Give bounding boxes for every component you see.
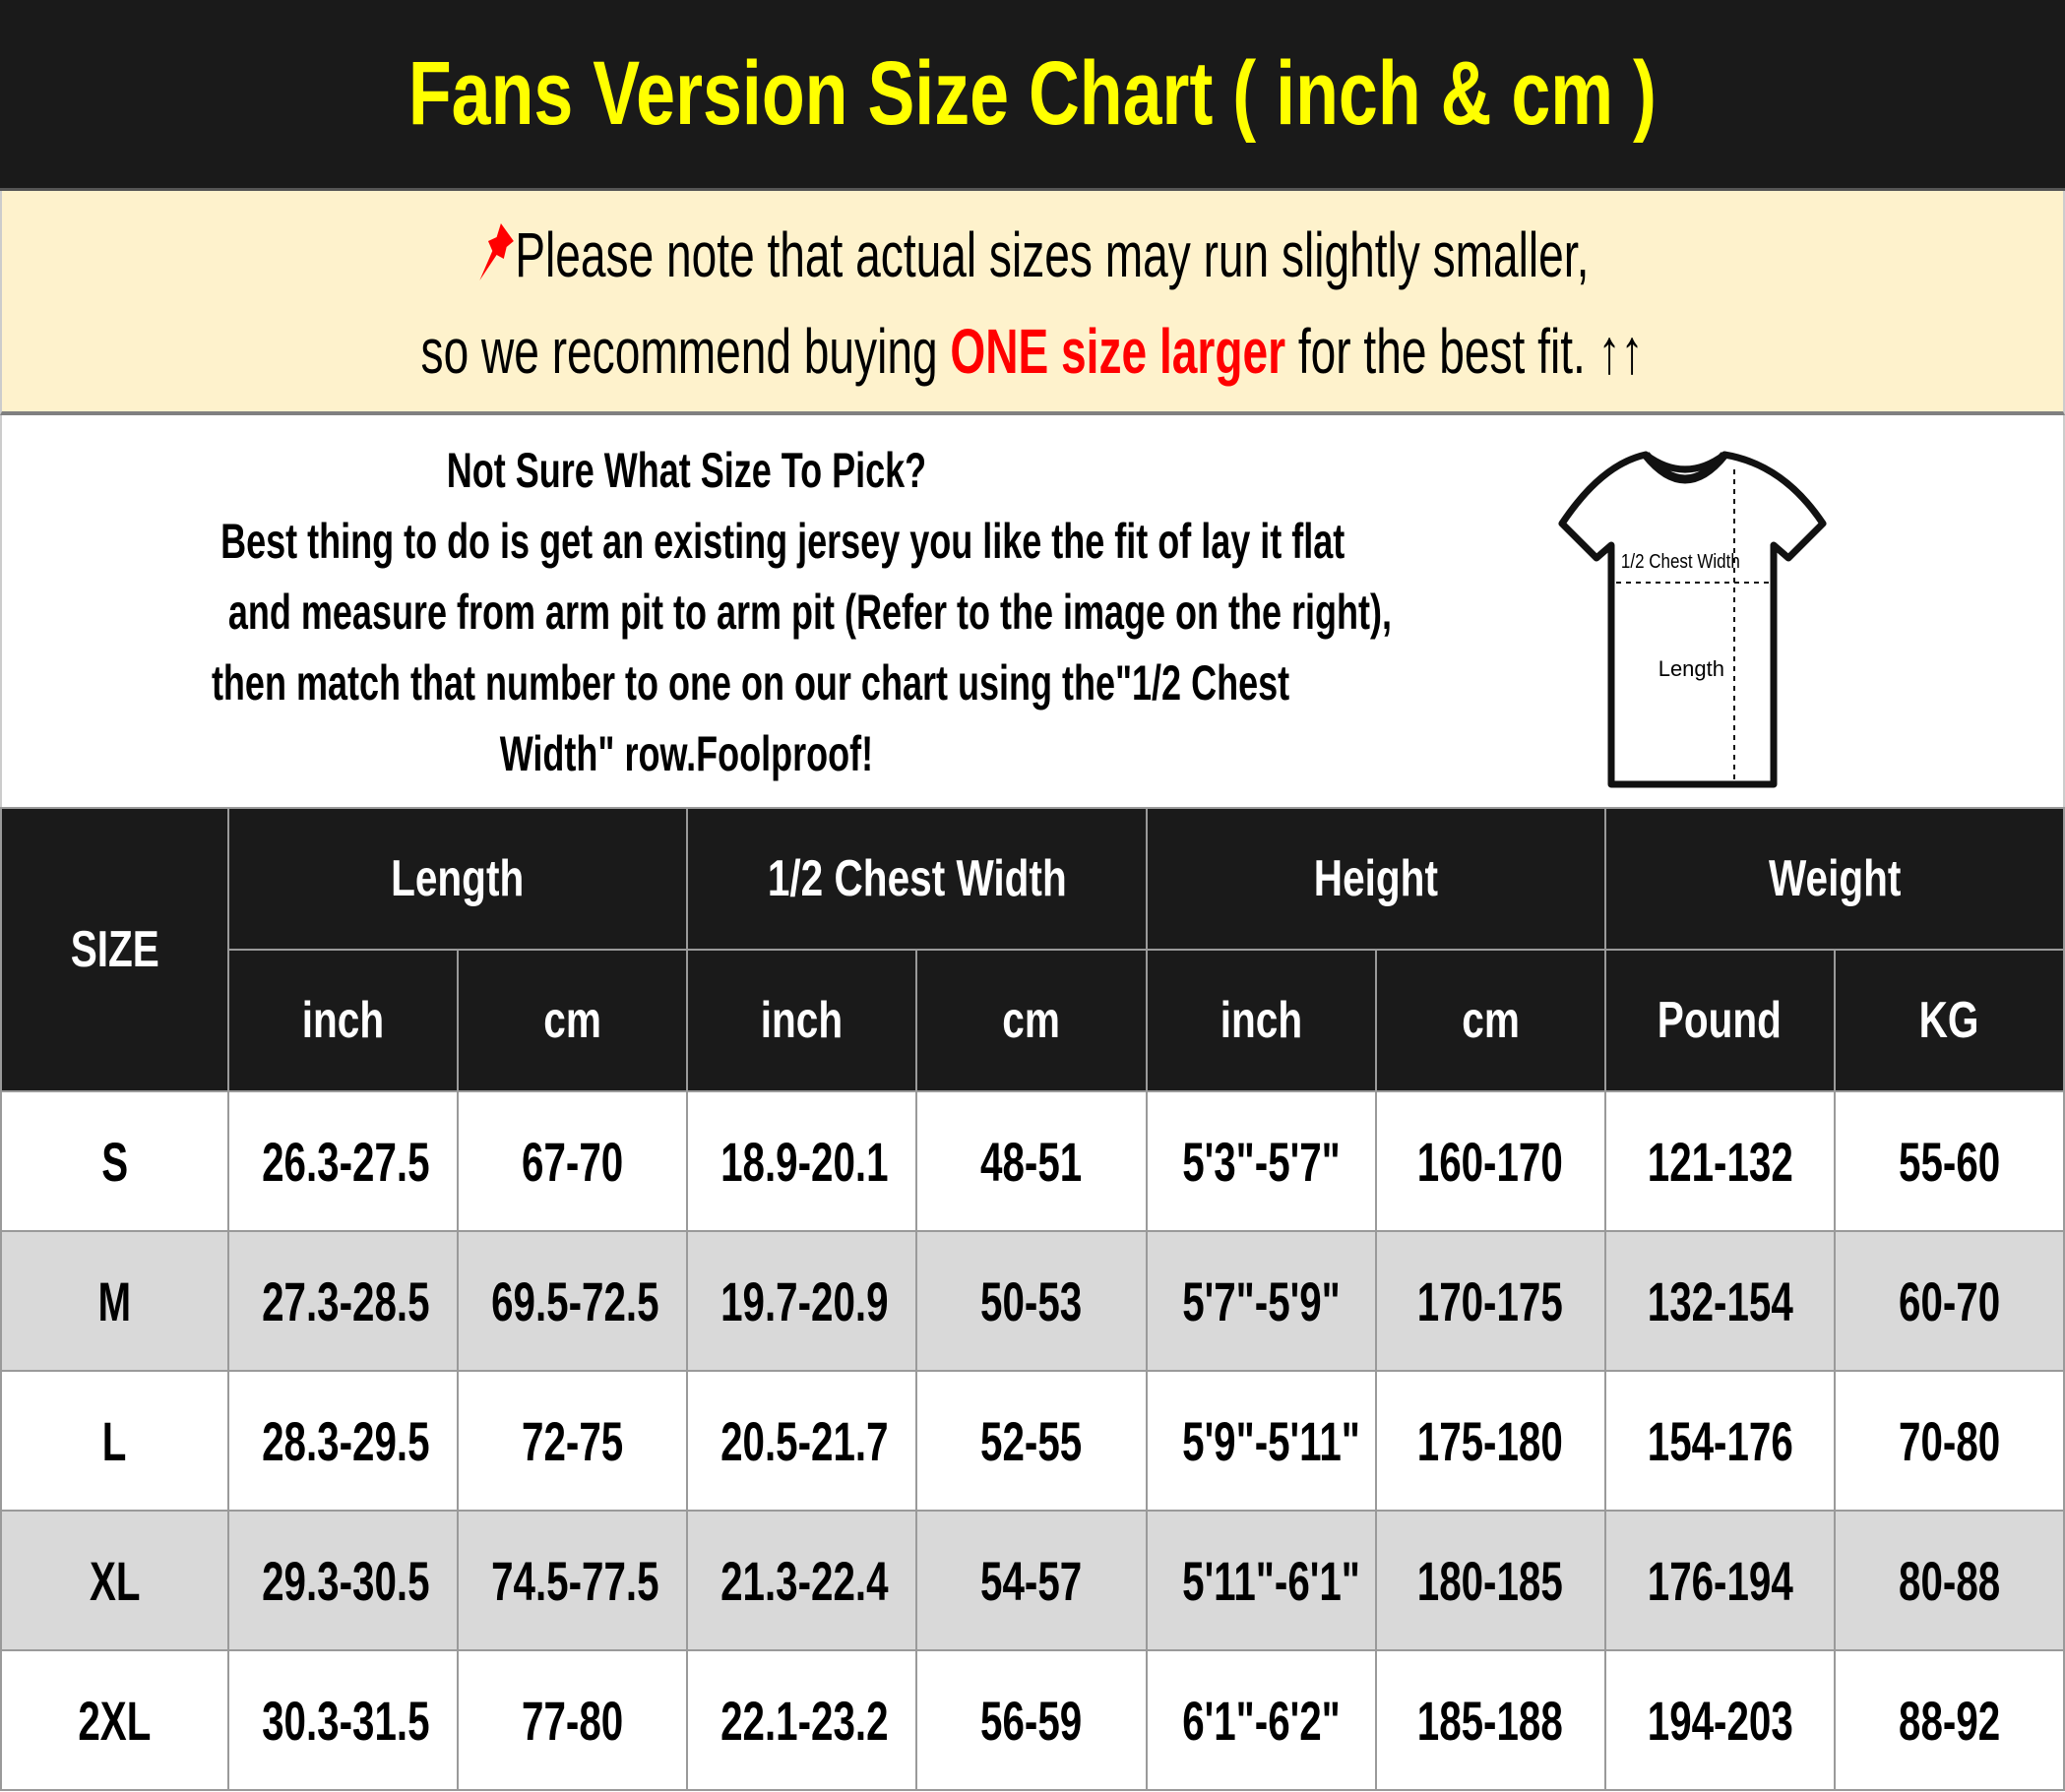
table-cell: 176-194 [1603, 1510, 1836, 1651]
notice-highlight: ONE size larger [950, 316, 1286, 387]
notice-text-1: Please note that actual sizes may run sl… [515, 219, 1590, 290]
guide-heading: Not Sure What Size To Pick? [446, 443, 926, 498]
table-cell: 69.5-72.5 [457, 1230, 689, 1372]
title-bar: Fans Version Size Chart ( inch & cm ) [0, 0, 2065, 191]
table-row: S 26.3-27.5 67-70 18.9-20.1 48-51 5'3"-5'7" 16… [0, 1090, 2065, 1232]
size-header: SIZE [0, 807, 229, 1092]
table-cell: 56-59 [915, 1649, 1148, 1791]
size-table: SIZE Length 1/2 Chest Width Height Weigh… [0, 807, 2065, 1791]
table-cell: 20.5-21.7 [686, 1370, 918, 1512]
guide-line: Width" row.Foolproof! [499, 726, 873, 781]
length-label: Length [1658, 656, 1724, 681]
table-cell: 18.9-20.1 [686, 1090, 918, 1232]
table-cell: 22.1-23.2 [686, 1649, 918, 1791]
table-cell: 55-60 [1833, 1090, 2065, 1232]
table-cell: 5'3"-5'7" [1145, 1090, 1377, 1232]
table-cell: 26.3-27.5 [226, 1090, 460, 1232]
guide-line: Best thing to do is get an existing jers… [220, 514, 1345, 569]
unit-header: cm [1374, 949, 1606, 1092]
pushpin-icon [479, 223, 515, 280]
table-cell: 50-53 [915, 1230, 1148, 1372]
table-cell: 70-80 [1833, 1370, 2065, 1512]
table-cell: 74.5-77.5 [457, 1510, 689, 1651]
table-cell: 27.3-28.5 [226, 1230, 460, 1372]
page-title: Fans Version Size Chart ( inch & cm ) [407, 43, 1658, 144]
table-row: 2XL 30.3-31.5 77-80 22.1-23.2 56-59 6'1"-6'2"… [0, 1649, 2065, 1791]
table-cell: 6'1"-6'2" [1145, 1649, 1377, 1791]
table-cell: 80-88 [1833, 1510, 2065, 1651]
size-guide-text: Not Sure What Size To Pick? Best thing t… [2, 435, 1392, 789]
tshirt-diagram: 1/2 Chest Width Length [1558, 451, 1827, 788]
group-header: Length [226, 807, 689, 951]
group-header: Height [1145, 807, 1606, 951]
table-cell: 77-80 [457, 1649, 689, 1791]
unit-header: cm [457, 949, 689, 1092]
unit-header: KG [1833, 949, 2065, 1092]
table-cell: 30.3-31.5 [226, 1649, 460, 1791]
table-cell: 60-70 [1833, 1230, 2065, 1372]
size-cell: L [0, 1370, 229, 1512]
table-cell: 19.7-20.9 [686, 1230, 918, 1372]
table-row: M 27.3-28.5 69.5-72.5 19.7-20.9 50-53 5'7"-5'… [0, 1230, 2065, 1372]
size-guide-section: Not Sure What Size To Pick? Best thing t… [0, 415, 2065, 807]
size-cell: XL [0, 1510, 229, 1651]
table-cell: 21.3-22.4 [686, 1510, 918, 1651]
table-cell: 29.3-30.5 [226, 1510, 460, 1651]
unit-header: inch [1145, 949, 1377, 1092]
notice-banner: Please note that actual sizes may run sl… [0, 191, 2065, 415]
size-cell: M [0, 1230, 229, 1372]
table-cell: 175-180 [1374, 1370, 1606, 1512]
notice-text-2a: so we recommend buying [420, 316, 951, 387]
table-cell: 5'9"-5'11" [1145, 1370, 1377, 1512]
table-cell: 5'7"-5'9" [1145, 1230, 1377, 1372]
unit-header: cm [915, 949, 1148, 1092]
table-cell: 72-75 [457, 1370, 689, 1512]
table-row: XL 29.3-30.5 74.5-77.5 21.3-22.4 54-57 5'11"-… [0, 1510, 2065, 1651]
size-cell: S [0, 1090, 229, 1232]
chest-width-label: 1/2 Chest Width [1621, 550, 1740, 573]
unit-header: Pound [1603, 949, 1836, 1092]
table-cell: 185-188 [1374, 1649, 1606, 1791]
table-cell: 132-154 [1603, 1230, 1836, 1372]
notice-line-2: so we recommend buying ONE size larger f… [2, 315, 2063, 388]
group-header: 1/2 Chest Width [686, 807, 1148, 951]
table-cell: 5'11"-6'1" [1145, 1510, 1377, 1651]
table-cell: 67-70 [457, 1090, 689, 1232]
notice-text-2b: for the best fit. ↑↑ [1285, 316, 1645, 387]
guide-line: and measure from arm pit to arm pit (Ref… [227, 585, 1393, 640]
group-header: Weight [1603, 807, 2065, 951]
guide-line: then match that number to one on our cha… [211, 655, 1290, 711]
table-cell: 121-132 [1603, 1090, 1836, 1232]
table-cell: 48-51 [915, 1090, 1148, 1232]
table-cell: 170-175 [1374, 1230, 1606, 1372]
table-cell: 54-57 [915, 1510, 1148, 1651]
unit-header: inch [226, 949, 460, 1092]
table-cell: 194-203 [1603, 1649, 1836, 1791]
table-cell: 28.3-29.5 [226, 1370, 460, 1512]
unit-header: inch [686, 949, 918, 1092]
table-cell: 160-170 [1374, 1090, 1606, 1232]
table-cell: 154-176 [1603, 1370, 1836, 1512]
size-cell: 2XL [0, 1649, 229, 1791]
table-row: L 28.3-29.5 72-75 20.5-21.7 52-55 5'9"-5'11" 1… [0, 1370, 2065, 1512]
table-cell: 180-185 [1374, 1510, 1606, 1651]
notice-line-1: Please note that actual sizes may run sl… [2, 218, 2063, 291]
table-cell: 88-92 [1833, 1649, 2065, 1791]
table-cell: 52-55 [915, 1370, 1148, 1512]
